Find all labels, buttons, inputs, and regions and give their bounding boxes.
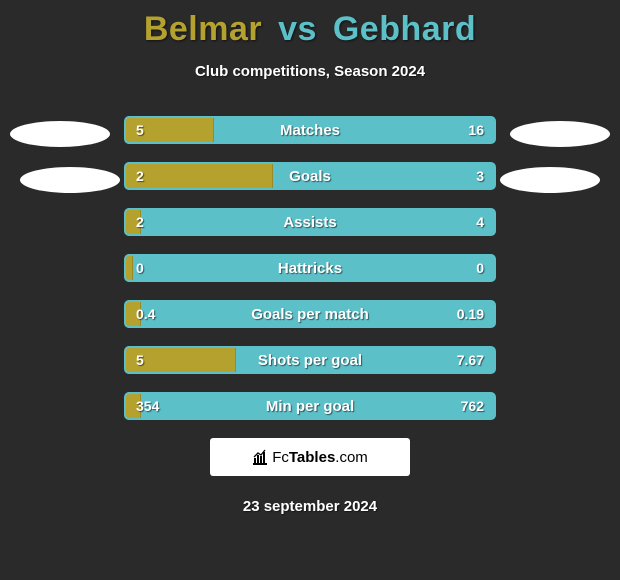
stat-value-team1: 2 — [136, 210, 144, 234]
stat-value-team1: 0 — [136, 256, 144, 280]
footer-date: 23 september 2024 — [0, 498, 620, 515]
stat-bar: Assists2 4 — [124, 208, 496, 236]
chart-area: Matches516Goals23Assists24Hattricks00Goa… — [0, 116, 620, 420]
decoration-ellipse — [500, 167, 600, 193]
stat-bar: Matches5 16 — [124, 116, 496, 144]
team1-name: Belmar — [144, 10, 262, 48]
stat-label: Goals — [126, 164, 494, 188]
vs-text: vs — [278, 10, 317, 48]
stat-label: Assists — [126, 210, 494, 234]
stat-bar: Goals per match0.4 0.19 — [124, 300, 496, 328]
stat-value-team2: 7.67 — [457, 348, 484, 372]
decoration-ellipse — [510, 121, 610, 147]
stat-value-team1: 5 — [136, 118, 144, 142]
stat-label: Matches — [126, 118, 494, 142]
stat-value-team1: 0.4 — [136, 302, 155, 326]
stat-value-team2: 4 — [476, 210, 484, 234]
brand-text-fc: Fc — [272, 449, 289, 466]
subtitle: Club competitions, Season 2024 — [0, 63, 620, 80]
brand-badge: FcTables.com — [210, 438, 410, 476]
stat-bar: Hattricks0 0 — [124, 254, 496, 282]
bars-container: Matches516Goals23Assists24Hattricks00Goa… — [124, 116, 496, 420]
stat-bar: Min per goal354 762 — [124, 392, 496, 420]
stat-label: Goals per match — [126, 302, 494, 326]
stat-label: Hattricks — [126, 256, 494, 280]
brand-text-dotcom: .com — [335, 449, 368, 466]
comparison-title: Belmar vs Gebhard — [0, 0, 620, 49]
stat-value-team2: 762 — [461, 394, 484, 418]
stat-value-team1: 5 — [136, 348, 144, 372]
stat-value-team1: 354 — [136, 394, 159, 418]
team2-name: Gebhard — [333, 10, 476, 48]
brand-text-tables: Tables — [289, 449, 335, 466]
stat-bar: Goals2 3 — [124, 162, 496, 190]
chart-icon — [252, 449, 268, 465]
stat-bar: Shots per goal5 7.67 — [124, 346, 496, 374]
stat-value-team2: 3 — [476, 164, 484, 188]
stat-value-team1: 2 — [136, 164, 144, 188]
decoration-ellipse — [20, 167, 120, 193]
stat-label: Shots per goal — [126, 348, 494, 372]
decoration-ellipse — [10, 121, 110, 147]
stat-label: Min per goal — [126, 394, 494, 418]
stat-value-team2: 16 — [468, 118, 484, 142]
stat-value-team2: 0.19 — [457, 302, 484, 326]
stat-value-team2: 0 — [476, 256, 484, 280]
